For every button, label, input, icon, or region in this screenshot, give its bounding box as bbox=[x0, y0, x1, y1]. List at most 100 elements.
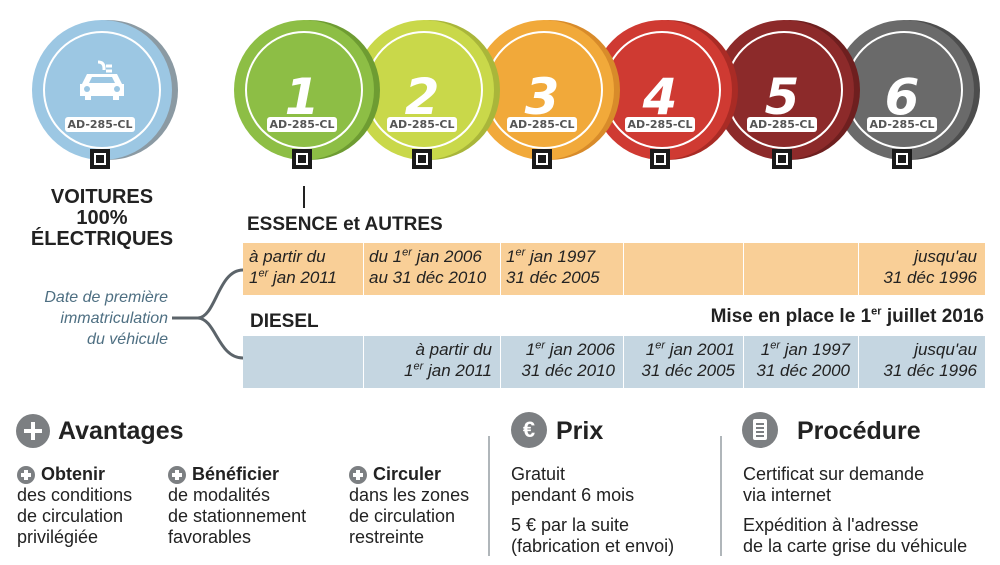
diesel-band: à partir du 1er jan 2011 1er jan 2006 31 dé… bbox=[243, 336, 985, 388]
badge-plate: AD-285-CL bbox=[867, 117, 937, 132]
avantage-line: restreinte bbox=[349, 527, 425, 547]
procedure-line: de la carte grise du véhicule bbox=[743, 536, 968, 556]
avantages-title: Avantages bbox=[58, 417, 184, 445]
badge-plate: AD-285-CL bbox=[507, 117, 577, 132]
date-label-line: immatriculation bbox=[60, 310, 168, 327]
badge-electric: AD-285-CL bbox=[30, 18, 178, 169]
diesel-cell-line: 1er jan 2006 bbox=[525, 339, 615, 359]
electric-title-line: 100% bbox=[76, 207, 128, 229]
diesel-cell: 1er jan 2001 31 déc 2005 bbox=[623, 336, 743, 388]
prix-line: (fabrication et envoi) bbox=[511, 536, 675, 556]
essence-cell: 1er jan 1997 31 déc 2005 bbox=[500, 243, 623, 295]
avantage-line: de circulation bbox=[17, 506, 124, 526]
badge-1-connector bbox=[303, 186, 305, 208]
essence-cell-line: 31 déc 1996 bbox=[883, 268, 977, 287]
essence-cell: à partir du 1er jan 2011 bbox=[243, 243, 363, 295]
avantage-item: Bénéficier de modalités de stationnement fa… bbox=[168, 464, 306, 548]
badge-4: 4 AD-285-CL bbox=[590, 18, 738, 169]
prix-line: 5 € par la suite bbox=[511, 515, 630, 535]
column-divider bbox=[363, 336, 364, 388]
plus-circle-icon bbox=[17, 466, 35, 484]
essence-cell-line: 1er jan 2011 bbox=[249, 267, 337, 287]
qr-code-icon bbox=[90, 149, 110, 169]
diesel-cell-line: jusqu'au bbox=[914, 340, 977, 359]
document-icon bbox=[742, 412, 778, 448]
qr-code-icon bbox=[892, 149, 912, 169]
badge-plate: AD-285-CL bbox=[65, 117, 135, 132]
badge-plate: AD-285-CL bbox=[387, 117, 457, 132]
avantage-item: Circuler dans les zones de circulation rest… bbox=[349, 464, 469, 548]
essence-title: ESSENCE et AUTRES bbox=[247, 214, 443, 235]
badge-number: 4 bbox=[642, 68, 678, 126]
diesel-title: DIESEL bbox=[250, 311, 319, 332]
badge-5: 5 AD-285-CL bbox=[712, 18, 860, 169]
diesel-cell: 1er jan 1997 31 déc 2000 bbox=[743, 336, 858, 388]
electric-car-icon bbox=[80, 60, 124, 100]
qr-code-icon bbox=[532, 149, 552, 169]
essence-cell-line: 1er jan 1997 bbox=[506, 246, 596, 266]
avantage-line: de stationnement bbox=[168, 506, 307, 526]
avantage-head: Obtenir bbox=[17, 464, 132, 485]
electric-title-line: VOITURES bbox=[50, 186, 154, 208]
diesel-cell-line: 1er jan 1997 bbox=[760, 339, 850, 359]
column-divider bbox=[500, 243, 501, 295]
prix-text-2: 5 € par la suite (fabrication et envoi) bbox=[511, 515, 674, 557]
avantage-line: des conditions bbox=[17, 485, 133, 505]
essence-cell: du 1er jan 2006 au 31 déc 2010 bbox=[363, 243, 500, 295]
prix-line: pendant 6 mois bbox=[511, 485, 635, 505]
essence-band: à partir du 1er jan 2011 du 1er jan 2006 au… bbox=[243, 243, 985, 295]
avantage-head: Bénéficier bbox=[168, 464, 306, 485]
procedure-title: Procédure bbox=[797, 417, 921, 445]
diesel-cell-line: à partir du bbox=[415, 340, 492, 359]
badge-6: 6 AD-285-CL bbox=[832, 18, 980, 169]
column-divider bbox=[858, 243, 859, 295]
prix-line: Gratuit bbox=[511, 464, 566, 484]
prix-text-1: Gratuit pendant 6 mois bbox=[511, 464, 634, 506]
essence-cell-line: à partir du bbox=[249, 247, 326, 266]
qr-code-icon bbox=[292, 149, 312, 169]
essence-cell-line: du 1er jan 2006 bbox=[369, 246, 482, 266]
diesel-cell-line: 1er jan 2001 bbox=[645, 339, 735, 359]
procedure-text-2: Expédition à l'adresse de la carte grise… bbox=[743, 515, 967, 557]
avantage-line: favorables bbox=[168, 527, 252, 547]
diesel-cell: jusqu'au 31 déc 1996 bbox=[858, 336, 985, 388]
column-divider bbox=[363, 243, 364, 295]
procedure-text-1: Certificat sur demande via internet bbox=[743, 464, 924, 506]
badge-1: 1 AD-285-CL bbox=[232, 18, 380, 169]
plus-circle-icon bbox=[16, 414, 50, 448]
column-divider bbox=[858, 336, 859, 388]
diesel-cell-line: 1er jan 2011 bbox=[404, 360, 492, 380]
avantage-line: privilégiée bbox=[17, 527, 99, 547]
badge-3: 3 AD-285-CL bbox=[472, 18, 620, 169]
badge-2: 2 AD-285-CL bbox=[352, 18, 500, 169]
column-divider bbox=[623, 243, 624, 295]
prix-title: Prix bbox=[556, 417, 604, 445]
date-label-line: du véhicule bbox=[87, 331, 168, 348]
badge-plate: AD-285-CL bbox=[625, 117, 695, 132]
essence-cell: jusqu'au 31 déc 1996 bbox=[858, 243, 985, 295]
divider bbox=[488, 436, 490, 556]
essence-cell-line: jusqu'au bbox=[914, 247, 977, 266]
avantage-head-text: Bénéficier bbox=[192, 464, 280, 484]
badge-number: 2 bbox=[404, 68, 440, 126]
qr-code-icon bbox=[412, 149, 432, 169]
date-label: Date de première immatriculation du véhi… bbox=[12, 287, 168, 350]
column-divider bbox=[743, 336, 744, 388]
badge-number: 6 bbox=[884, 68, 920, 126]
plus-circle-icon bbox=[349, 466, 367, 484]
badge-number: 1 bbox=[284, 68, 320, 126]
column-divider bbox=[743, 243, 744, 295]
avantage-line: dans les zones bbox=[349, 485, 470, 505]
procedure-line: Certificat sur demande bbox=[743, 464, 925, 484]
diesel-cell-line: 31 déc 2005 bbox=[641, 361, 735, 380]
diesel-cell: 1er jan 2006 31 déc 2010 bbox=[500, 336, 623, 388]
badge-plate: AD-285-CL bbox=[747, 117, 817, 132]
diesel-cell bbox=[243, 336, 363, 388]
avantage-head: Circuler bbox=[349, 464, 469, 485]
badge-number: 5 bbox=[764, 68, 800, 126]
avantage-item: Obtenir des conditions de circulation privi… bbox=[17, 464, 132, 548]
plus-circle-icon bbox=[168, 466, 186, 484]
qr-code-icon bbox=[772, 149, 792, 169]
avantage-line: de modalités bbox=[168, 485, 271, 505]
divider bbox=[720, 436, 722, 556]
